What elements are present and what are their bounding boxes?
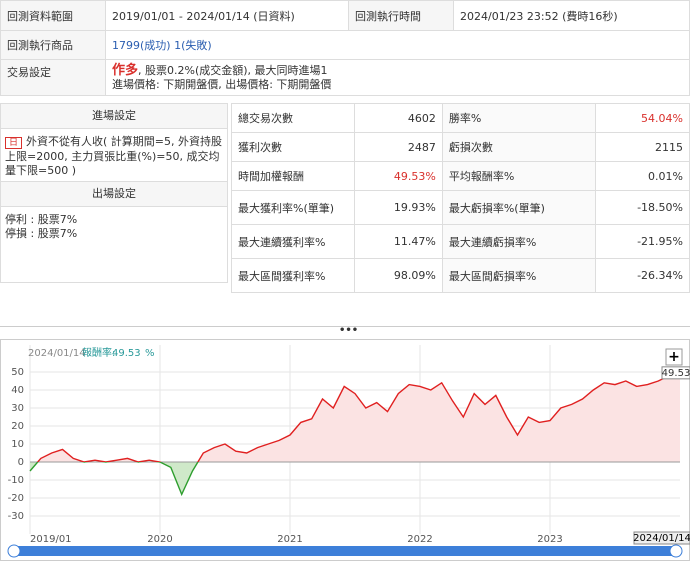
scrollbar[interactable] (8, 546, 682, 556)
y-tick-label: -30 (8, 511, 24, 522)
stats-table: 總交易次數 4602 勝率% 54.04% 獲利次數 2487 虧損次數 2115 時間加權報酬… (231, 103, 690, 293)
value: 2024/01/23 23:52 (費時16秒) (453, 0, 690, 31)
area (30, 372, 680, 495)
label: 交易設定 (0, 59, 106, 96)
x-tick-label: 2019/01 (30, 534, 72, 545)
y-tick-label: 10 (11, 439, 24, 450)
stat-label: 最大區間獲利率% (231, 258, 355, 293)
stat-value: 2487 (354, 132, 443, 162)
stat-value: 98.09% (354, 258, 443, 293)
stat-label: 虧損次數 (441, 132, 596, 162)
entry-title: 進場設定 (1, 104, 227, 129)
stat-value: -26.34% (594, 258, 690, 293)
zoom-button[interactable] (665, 348, 683, 366)
zoom-plus[interactable]: + (668, 349, 680, 365)
divider (0, 326, 690, 327)
stat-value: 4602 (354, 103, 443, 133)
exit-title: 出場設定 (1, 181, 227, 207)
stat-value: 19.93% (354, 190, 443, 225)
stat-value: 2115 (594, 132, 690, 162)
y-tick-label: -10 (8, 475, 24, 486)
value: 2019/01/01 - 2024/01/14 (日資料) (105, 0, 349, 31)
trade-price: 進場價格: 下期開盤價, 出場價格: 下期開盤價 (112, 77, 332, 91)
label: 回測執行商品 (0, 30, 106, 60)
entry-tag: 日 (5, 137, 23, 149)
stat-label: 總交易次數 (231, 103, 355, 133)
stat-label: 勝率% (441, 103, 596, 133)
entry-text: 外資不從有人收( 計算期間=5, 外資持股上限=2000, 主力買張比重(%)=… (5, 135, 223, 177)
exit-line: 停利 : 股票7% (5, 213, 78, 226)
x-tick-label: 2021 (277, 534, 302, 545)
value[interactable]: 1799(成功) 1(失敗) (105, 30, 690, 60)
end-value-box (661, 366, 690, 380)
y-tick-label: 20 (11, 421, 24, 432)
stat-label: 平均報酬率% (441, 161, 596, 191)
trade-cost: , 股票0.2%(成交金額), 最大同時進場1 (138, 63, 328, 77)
end-date-label: 2024/01/14 (633, 533, 690, 544)
x-tick-label: 2022 (407, 534, 432, 545)
stat-label: 最大獲利率%(單筆) (231, 190, 355, 225)
stat-label: 時間加權報酬 (231, 161, 355, 191)
scroll-handle[interactable] (669, 544, 683, 558)
y-tick-label: 30 (11, 403, 24, 414)
y-tick-label: -20 (8, 493, 24, 504)
stat-value: -21.95% (594, 224, 690, 259)
header-date: 2024/01/14 (28, 348, 86, 359)
exit-line: 停損 : 股票7% (5, 227, 78, 240)
label: 回測執行時間 (348, 0, 454, 31)
y-tick-label: 50 (11, 367, 24, 378)
stat-label: 獲利次數 (231, 132, 355, 162)
chart: + -30 -20 -10 0 10 20 30 40 50 2019/01 2020 2021 202… (0, 339, 690, 561)
trade-side: 作多 (112, 62, 139, 78)
x-tick-label: 2023 (537, 534, 562, 545)
stat-value: 54.04% (594, 103, 690, 133)
stat-label: 最大區間虧損率% (441, 258, 596, 293)
y-tick-label: 0 (18, 457, 24, 468)
stat-value: 0.01% (594, 161, 690, 191)
stat-value: 11.47% (354, 224, 443, 259)
settings-panel: 進場設定 日外資不從有人收( 計算期間=5, 外資持股上限=2000, 主力買張… (0, 103, 228, 283)
scroll-handle[interactable] (7, 544, 21, 558)
end-value-label: 49.53 (662, 368, 690, 379)
legend-unit: % (145, 348, 155, 359)
label: 回測資料範圍 (0, 0, 106, 31)
y-tick-label: 40 (11, 385, 24, 396)
stat-label: 最大連續虧損率% (441, 224, 596, 259)
stat-value: 49.53% (354, 161, 443, 191)
stat-label: 最大連續獲利率% (231, 224, 355, 259)
stat-value: -18.50% (594, 190, 690, 225)
legend-label: 報酬率: (82, 346, 115, 359)
legend-value: 49.53 (112, 348, 141, 359)
drag-handle[interactable]: ••• (339, 325, 359, 336)
info-table: 回測資料範圍 2019/01/01 - 2024/01/14 (日資料) 回測執行時… (0, 0, 690, 96)
line (29, 372, 681, 497)
stat-label: 最大虧損率%(單筆) (441, 190, 596, 225)
x-tick-label: 2020 (147, 534, 172, 545)
end-date-box (633, 531, 690, 545)
